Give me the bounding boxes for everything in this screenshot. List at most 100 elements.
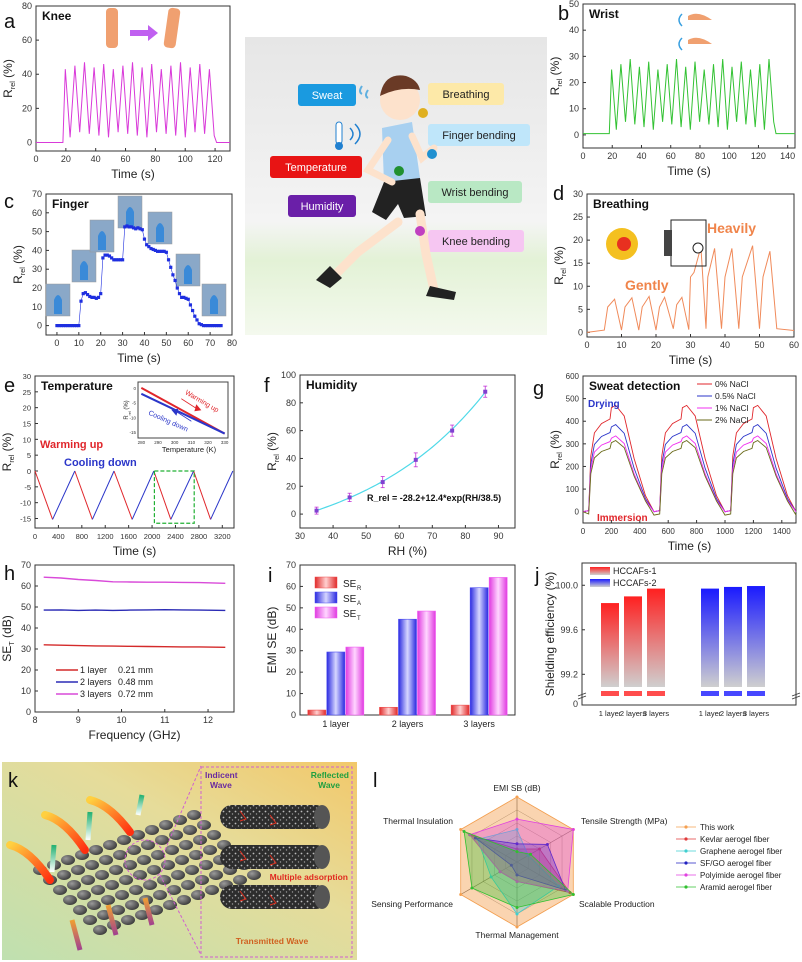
x-tick-label: 0 xyxy=(580,151,585,161)
radar-data-point xyxy=(557,884,561,888)
se-series-line xyxy=(43,644,226,648)
panel-letter-b: b xyxy=(558,3,569,25)
x-tick-label: 800 xyxy=(76,532,89,541)
runner-back-shoe xyxy=(316,266,342,288)
fiber-weave-unit xyxy=(185,865,199,875)
x-tick-label: 200 xyxy=(605,527,619,536)
x-axis-label: Time (s) xyxy=(113,544,157,558)
absorption-path-icon xyxy=(239,810,277,826)
x-tick-label: 20 xyxy=(96,338,106,348)
radar-data-point xyxy=(459,893,463,896)
y-tick-label: 20 xyxy=(21,665,31,675)
x-tick-label: 100 xyxy=(722,151,737,161)
panel-letter-l: l xyxy=(373,770,377,792)
incident-wave-arrow-icon xyxy=(6,841,54,884)
legend-label: Aramid aerogel fiber xyxy=(700,883,772,892)
y-axis-label: Shielding efficiency (%) xyxy=(543,572,557,697)
fiber-weave-unit xyxy=(207,830,221,840)
y-tick-label: 40 xyxy=(286,624,296,634)
radar-data-point xyxy=(515,925,519,929)
y-tick-label: 10 xyxy=(286,689,296,699)
y-tick-label: 50 xyxy=(32,227,42,237)
plot-frame xyxy=(581,562,797,706)
label-main: R xyxy=(1,89,15,98)
glove-hand-icon xyxy=(80,261,88,280)
fiber-weave-unit xyxy=(187,810,201,820)
label-tail: (%) xyxy=(11,245,25,267)
fiber-weave-unit xyxy=(191,890,205,900)
x-tick-label: 2400 xyxy=(167,532,184,541)
label-tail: (%) xyxy=(0,433,14,455)
y-tick-label: 50 xyxy=(286,603,296,613)
radar-data-point xyxy=(545,842,549,846)
legend-thickness: 0.48 mm xyxy=(118,677,153,687)
radar-data-point xyxy=(515,828,519,831)
y-tick-label: 40 xyxy=(22,69,32,79)
annotation-cooling-down: Cooling down xyxy=(64,457,137,469)
fiber-weave-unit xyxy=(103,840,117,850)
glove-hand-icon xyxy=(126,207,134,226)
x-tick-label: 40 xyxy=(328,531,338,541)
temperature-inset: 280 290 300 310 320 330 0 -5 -10 -15 Temperature (… xyxy=(124,381,229,454)
fiber-weave-unit xyxy=(157,875,171,885)
glove-hand-icon xyxy=(210,295,218,314)
legend-label: 1 layer xyxy=(80,665,107,675)
x-tick-label: 1400 xyxy=(773,527,791,536)
x-tick-label: 1200 xyxy=(97,532,114,541)
x-tick-label: 10 xyxy=(117,715,127,725)
emi-bar xyxy=(379,706,398,716)
label-subscript: rel xyxy=(555,452,564,460)
zoom-detail-box xyxy=(200,766,353,958)
axis-break-icon xyxy=(577,692,587,700)
panel-e: 0 400 800 1200 1600 2000 2400 2800 3200-15-10-50… xyxy=(0,372,235,558)
x-category-label: 1 layer xyxy=(599,709,622,718)
fiber-weave-unit xyxy=(95,870,109,880)
chart-title: Humidity xyxy=(306,378,358,392)
fiber-weave-unit xyxy=(87,900,101,910)
fiber-weave-unit xyxy=(133,870,147,880)
label-tail: (%) xyxy=(552,246,566,268)
x-tick-label: 80 xyxy=(150,154,160,164)
inset-y-axis-label: Rrel (%) xyxy=(124,400,132,419)
legend-swatch xyxy=(314,606,338,619)
fiber-weave-unit xyxy=(205,885,219,895)
sensing-label-box xyxy=(270,156,362,178)
y-tick-label: 99.6 xyxy=(560,625,578,635)
fiber-weave-unit xyxy=(115,890,129,900)
legend-swatch xyxy=(590,579,610,587)
y-tick-label-zero: 0 xyxy=(573,699,578,709)
chart-title: Finger xyxy=(52,197,89,211)
emi-bar xyxy=(469,587,489,716)
y-tick-label: 50 xyxy=(21,602,31,612)
label-tail: (%) xyxy=(548,57,562,79)
warming-segment xyxy=(34,470,54,520)
x-tick-label: 40 xyxy=(91,154,101,164)
sensor-dot-breathing xyxy=(418,108,428,118)
y-tick-label: 70 xyxy=(32,189,42,199)
fiber-weave-unit xyxy=(199,860,213,870)
fiber-weave-unit xyxy=(67,880,81,890)
panel-letter-c: c xyxy=(4,191,14,213)
radar-data-point xyxy=(498,870,502,874)
x-tick-label: 60 xyxy=(183,338,193,348)
x-tick-label: 80 xyxy=(227,338,237,348)
fiber-weave-unit xyxy=(175,855,189,865)
glove-hand-icon xyxy=(184,265,192,284)
fiber-end-cap xyxy=(314,885,330,909)
x-tick-label: 10 xyxy=(616,340,626,350)
inset-x-tick-label: 330 xyxy=(221,440,229,445)
fiber-weave-unit xyxy=(149,905,163,915)
y-tick-label: -10 xyxy=(20,499,31,508)
radar-data-point xyxy=(473,836,477,840)
fiber-weave-unit xyxy=(135,910,149,920)
legend-label: HCCAFs-1 xyxy=(613,566,657,576)
ammeter-icon xyxy=(692,242,704,254)
x-tick-label: 3200 xyxy=(214,532,231,541)
radar-axis-label: EMI SB (dB) xyxy=(493,783,540,793)
y-tick-label: 80 xyxy=(22,1,32,11)
se-series-line xyxy=(43,576,226,584)
x-tick-label: 30 xyxy=(295,531,305,541)
legend-label: Polyimide aerogel fiber xyxy=(700,871,782,880)
emi-bar xyxy=(345,646,365,716)
fiber-weave-unit xyxy=(111,905,125,915)
